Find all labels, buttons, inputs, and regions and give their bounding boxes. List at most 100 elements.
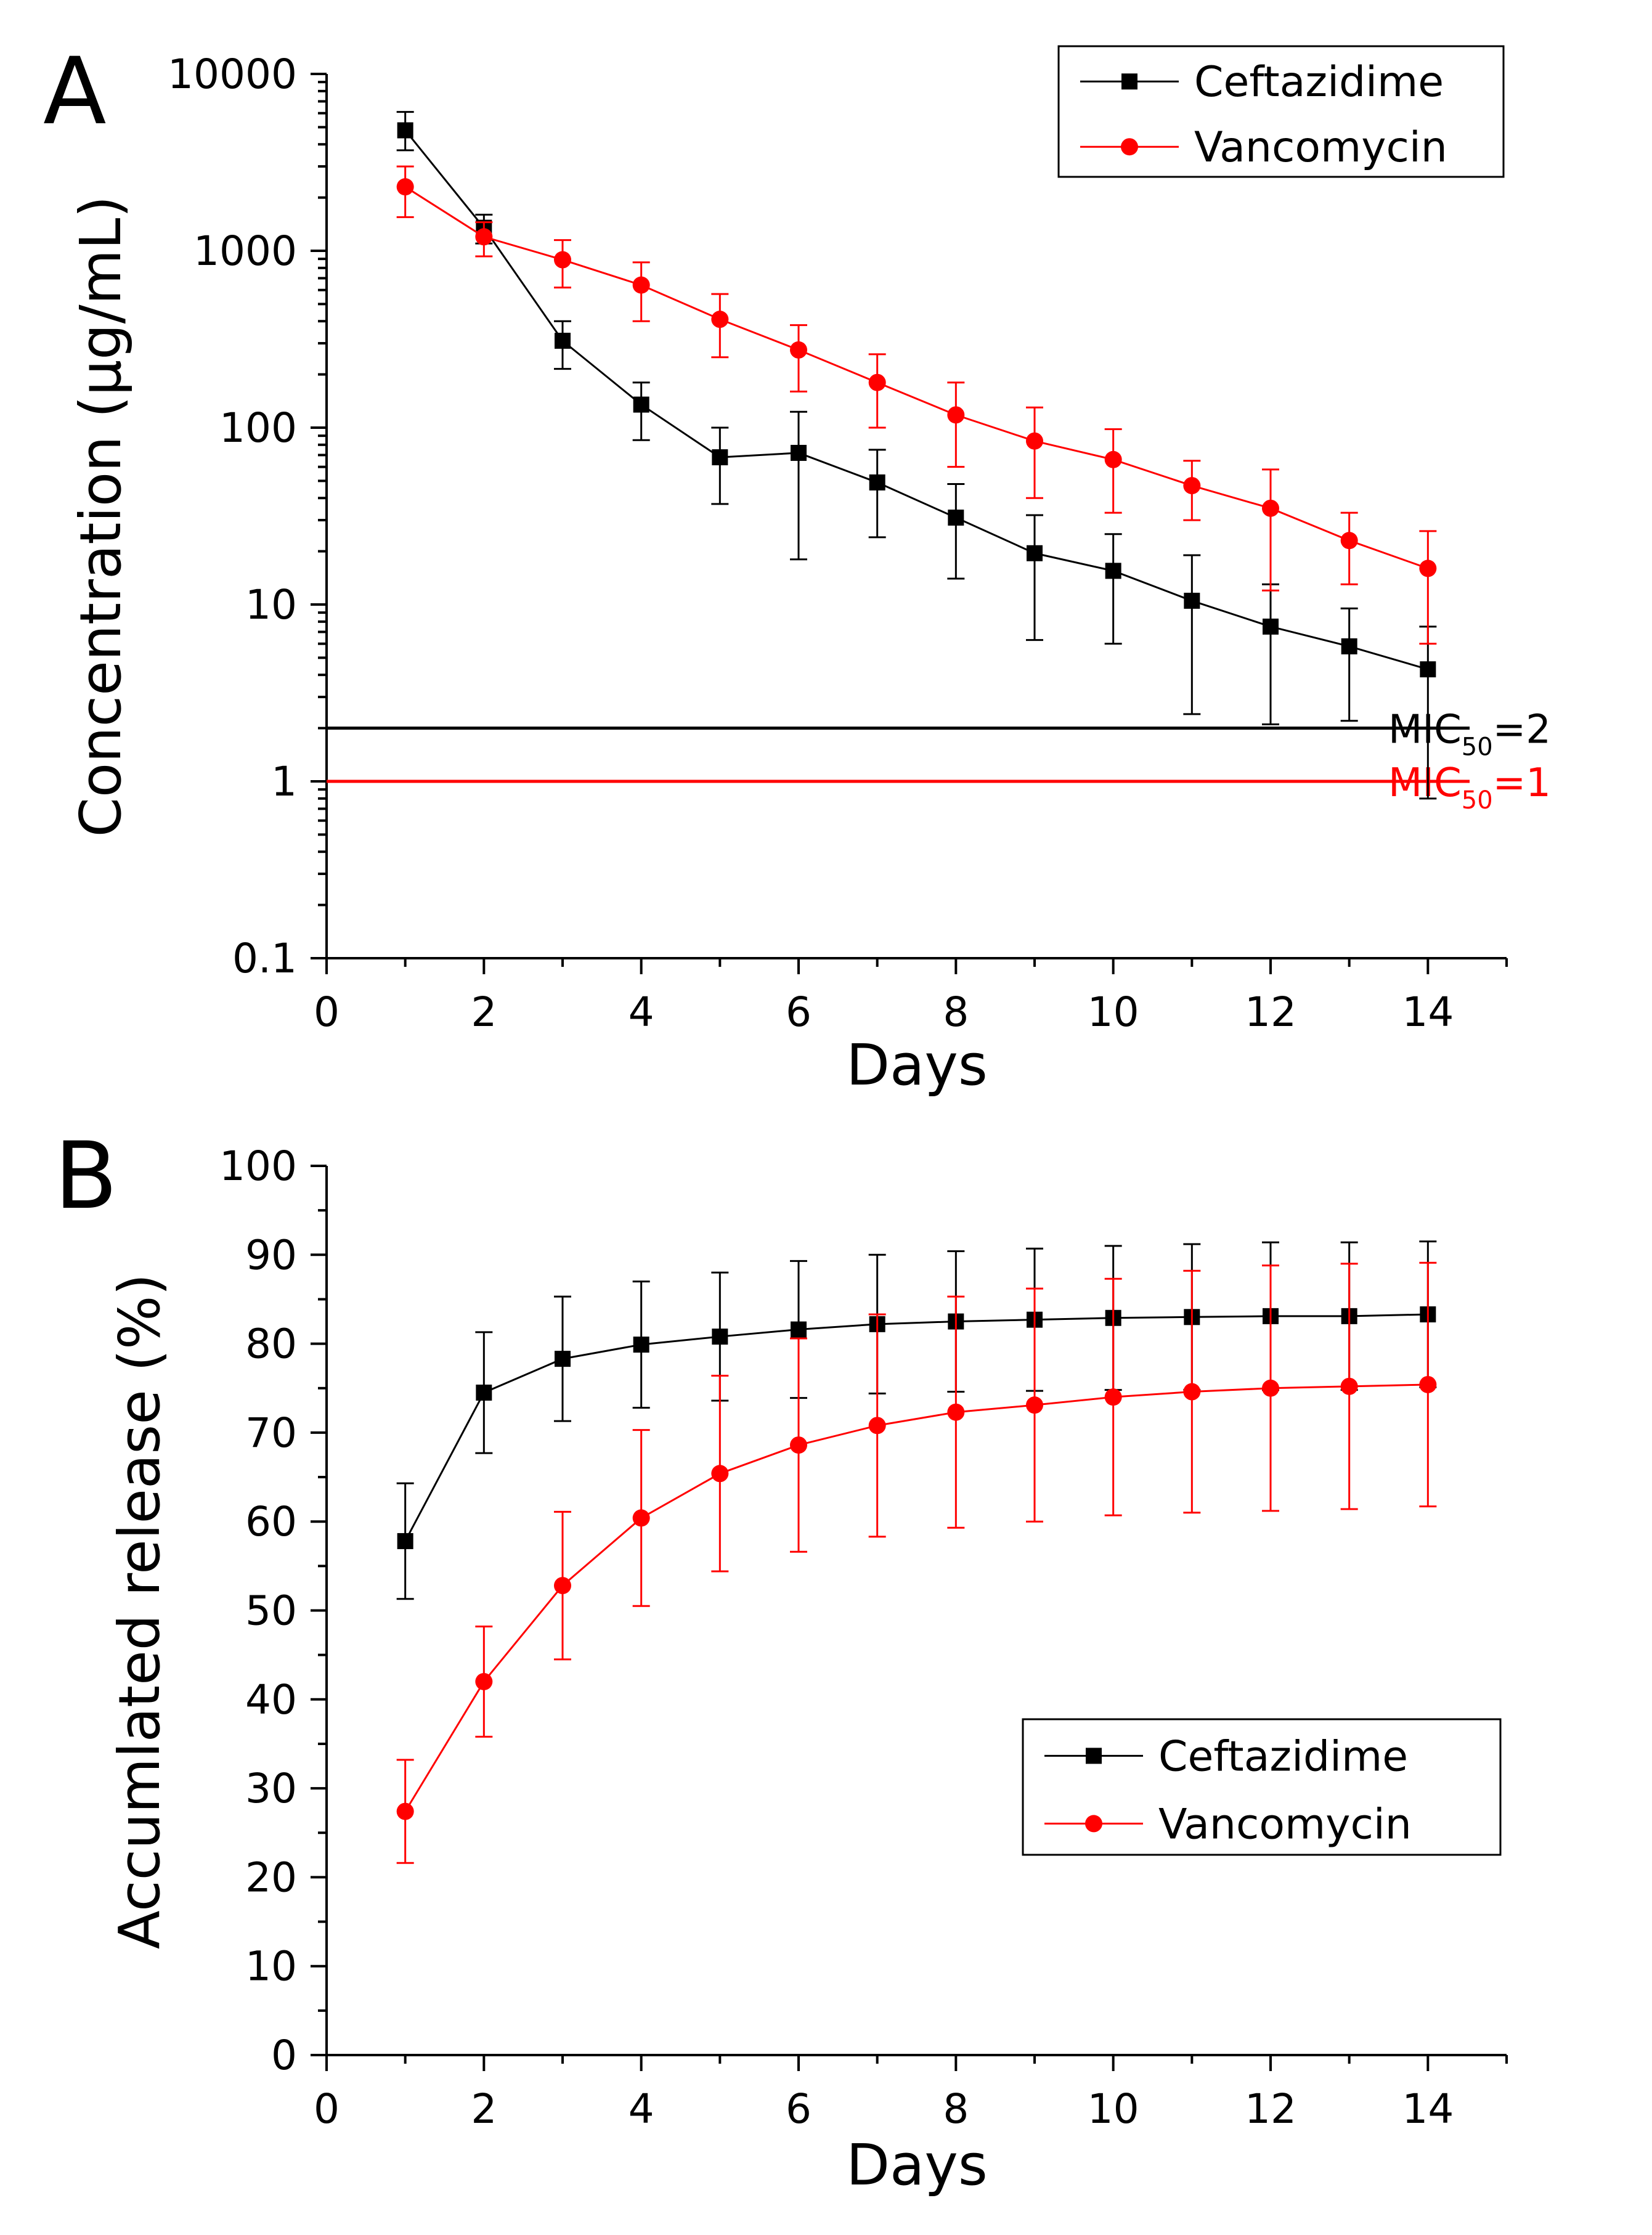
legend-label: Vancomycin xyxy=(1158,1800,1412,1849)
series-line xyxy=(404,129,1428,670)
error-bar xyxy=(790,410,807,561)
y-tick-label: 10 xyxy=(245,581,297,629)
y-tick-label: 90 xyxy=(245,1231,297,1279)
annotation-subscript: 50 xyxy=(1462,786,1493,815)
data-point xyxy=(1262,1379,1279,1397)
y-tick-label: 0.1 xyxy=(232,935,297,982)
legend: Ceftazidime Vancomycin xyxy=(1022,1718,1502,1856)
data-point xyxy=(711,311,729,328)
legend-marker xyxy=(1085,1815,1102,1833)
data-point xyxy=(790,341,807,359)
data-point xyxy=(869,474,885,491)
data-point xyxy=(868,373,886,391)
data-point xyxy=(868,1417,886,1435)
y-tick-label: 100 xyxy=(219,1142,297,1190)
legend-box xyxy=(1022,1718,1502,1856)
panel-b: B 0 2 4 6 8 10 12 14 0 10 20 30 40 50 60 70 80 90 100 Days Ac… xyxy=(54,1123,1508,2198)
y-tick-label: 20 xyxy=(245,1854,297,1901)
x-tick-label: 0 xyxy=(314,2085,340,2133)
y-tick-label: 40 xyxy=(245,1676,297,1724)
y-tick-label: 10 xyxy=(245,1943,297,1990)
error-bar xyxy=(1340,607,1358,722)
data-point xyxy=(711,1465,729,1483)
x-tick-label: 8 xyxy=(943,988,969,1036)
data-point xyxy=(1263,618,1279,635)
legend-label: Ceftazidime xyxy=(1194,58,1444,107)
series-line xyxy=(404,1383,1428,1812)
error-bar xyxy=(1419,530,1437,645)
y-tick-label: 70 xyxy=(245,1409,297,1457)
legend-item-vancomycin: Vancomycin xyxy=(1080,123,1447,172)
data-point xyxy=(1027,545,1043,561)
error-bar xyxy=(1262,468,1279,592)
series-ceftazidime xyxy=(396,111,1437,800)
annotation-tail: =1 xyxy=(1493,760,1551,806)
x-tick-label: 2 xyxy=(471,988,497,1036)
data-point xyxy=(1105,563,1121,579)
series-ceftazidime xyxy=(396,1240,1437,1600)
legend-marker xyxy=(1121,73,1137,90)
y-axis-title: Concentration (μg/mL) xyxy=(68,196,134,837)
data-point xyxy=(396,1802,414,1820)
y-tick-label: 60 xyxy=(245,1498,297,1545)
data-point xyxy=(475,1672,493,1690)
x-tick-label: 4 xyxy=(629,988,654,1036)
data-point xyxy=(632,1509,650,1527)
panel-label: B xyxy=(54,1123,118,1230)
legend-item-ceftazidime: Ceftazidime xyxy=(1080,58,1444,107)
series-vancomycin xyxy=(396,1261,1437,1864)
data-point xyxy=(1419,1375,1437,1393)
x-axis-title: Days xyxy=(846,2132,988,2198)
data-point xyxy=(1420,661,1436,678)
error-bar xyxy=(1026,406,1043,499)
error-bar xyxy=(947,381,965,468)
series-vancomycin xyxy=(396,165,1437,645)
data-point xyxy=(554,1577,571,1595)
panel-label: A xyxy=(43,38,107,145)
data-point xyxy=(397,122,413,139)
x-tick-label: 6 xyxy=(786,2085,812,2133)
y-tick-label: 100 xyxy=(219,404,297,452)
data-point xyxy=(712,449,728,466)
data-point xyxy=(475,228,493,246)
data-point xyxy=(1104,450,1122,468)
data-point xyxy=(1026,1396,1043,1414)
data-point xyxy=(633,396,649,413)
data-point xyxy=(1340,532,1358,550)
data-point xyxy=(554,251,571,269)
legend: Ceftazidime Vancomycin xyxy=(1057,45,1505,178)
mic-vancomycin-label: MIC50=1 xyxy=(1388,760,1551,815)
data-point xyxy=(1183,477,1201,495)
x-axis-title: Days xyxy=(846,1032,988,1098)
x-tick-label: 10 xyxy=(1088,988,1139,1036)
error-bar xyxy=(711,426,729,505)
x-tick-label: 4 xyxy=(629,2085,654,2133)
error-bar xyxy=(1183,554,1201,715)
y-tick-label: 10000 xyxy=(168,51,297,98)
legend-item-vancomycin: Vancomycin xyxy=(1044,1800,1412,1849)
data-point xyxy=(397,1533,413,1549)
legend-label: Vancomycin xyxy=(1194,123,1447,172)
error-bar xyxy=(1104,533,1122,645)
data-point xyxy=(476,1384,492,1401)
x-tick-label: 14 xyxy=(1402,988,1454,1036)
legend-item-ceftazidime: Ceftazidime xyxy=(1044,1732,1408,1781)
x-tick-label: 12 xyxy=(1245,2085,1296,2133)
x-tick-label: 14 xyxy=(1402,2085,1454,2133)
y-tick-label: 30 xyxy=(245,1765,297,1812)
legend-marker xyxy=(1086,1748,1102,1764)
legend-marker xyxy=(1121,138,1138,156)
annotation-tail: =2 xyxy=(1493,707,1551,753)
legend-box xyxy=(1057,45,1505,178)
data-point xyxy=(1341,638,1357,654)
y-tick-label: 50 xyxy=(245,1587,297,1635)
x-tick-label: 12 xyxy=(1245,988,1296,1036)
error-bar xyxy=(1104,428,1122,514)
data-point xyxy=(1183,1383,1201,1401)
mic-ceftazidime-label: MIC50=2 xyxy=(1388,707,1551,762)
data-point xyxy=(1262,499,1279,517)
legend-label: Ceftazidime xyxy=(1158,1732,1408,1781)
series-line xyxy=(404,185,1428,569)
data-point xyxy=(1184,592,1200,609)
